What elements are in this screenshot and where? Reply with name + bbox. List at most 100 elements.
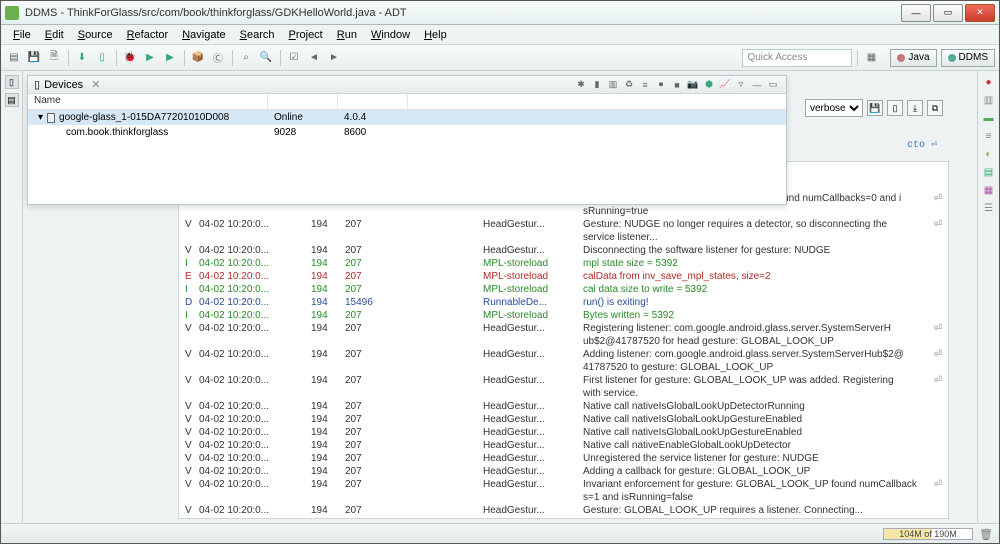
log-row[interactable]: V04-02 10:20:0...194207HeadGestur...Gest… [185,218,942,231]
log-row[interactable]: I04-02 10:20:0...194207MPL-storeloadByte… [185,309,942,322]
export-log-icon[interactable]: ⧉ [927,100,943,116]
perspective-java[interactable]: Java [890,49,936,67]
save-all-icon[interactable]: 🗎 [45,49,63,67]
minimize-button[interactable]: — [901,4,931,22]
log-row[interactable]: V04-02 10:20:0...194207HeadGestur...Gest… [185,504,942,517]
log-row[interactable]: 41787520 to gesture: GLOBAL_LOOK_UP [185,361,942,374]
clear-log-icon[interactable]: ▯ [887,100,903,116]
perspective-ddms[interactable]: DDMS [941,49,995,67]
search-icon[interactable]: 🔍 [257,49,275,67]
update-heap-icon[interactable]: ▮ [590,78,604,92]
col-state[interactable] [268,94,338,109]
log-row[interactable]: V04-02 10:20:0...194207HeadGestur...Inva… [185,478,942,491]
close-button[interactable]: ✕ [965,4,995,22]
devices-tab-close-icon[interactable]: ✕ [91,78,100,91]
menu-help[interactable]: Help [418,27,453,43]
trim-icon[interactable]: ≡ [982,129,996,143]
scroll-lock-icon[interactable]: ⤓ [907,100,923,116]
run-last-icon[interactable]: ▶ [161,49,179,67]
log-level-select[interactable]: verbose [805,99,863,117]
maximize-button[interactable]: ▭ [933,4,963,22]
log-tag: MPL-storeload [483,257,583,270]
log-row[interactable]: V04-02 10:20:0...194207HeadGestur...Conn… [185,517,942,519]
log-row[interactable]: V04-02 10:20:0...194207HeadGestur...Addi… [185,348,942,361]
view-menu-icon[interactable]: ▿ [734,78,748,92]
trim-icon[interactable]: ☰ [982,201,996,215]
log-msg: Native call nativeIsGlobalLookUpGestureE… [583,413,930,426]
log-msg: Gesture: NUDGE no longer requires a dete… [583,218,930,231]
heap-bar[interactable]: 104M of 190M [883,528,973,540]
log-wrap-icon [930,452,942,465]
device-row[interactable]: ▾google-glass_1-015DA77201010D008Online4… [28,110,786,125]
menu-window[interactable]: Window [365,27,416,43]
maximize-view-icon[interactable]: ▭ [766,78,780,92]
log-row[interactable]: V04-02 10:20:0...194207HeadGestur...Unre… [185,452,942,465]
log-row[interactable]: I04-02 10:20:0...194207MPL-storeloadmpl … [185,257,942,270]
menu-run[interactable]: Run [331,27,363,43]
save-log-icon[interactable]: 💾 [867,100,883,116]
toggle-icon[interactable]: ☑ [285,49,303,67]
menu-refactor[interactable]: Refactor [121,27,175,43]
log-row[interactable]: V04-02 10:20:0...194207HeadGestur...Nati… [185,413,942,426]
update-threads-icon[interactable]: ≡ [638,78,652,92]
menu-edit[interactable]: Edit [39,27,70,43]
save-icon[interactable]: 💾 [25,49,43,67]
new-class-icon[interactable]: Ⓒ [209,49,227,67]
new-package-icon[interactable]: 📦 [189,49,207,67]
trim-icon[interactable]: ▦ [982,183,996,197]
open-perspective-icon[interactable]: ▦ [862,49,880,67]
log-row[interactable]: sRunning=true [185,205,942,218]
col-version[interactable] [338,94,408,109]
trim-icon[interactable]: ▤ [982,165,996,179]
log-row[interactable]: V04-02 10:20:0...194207HeadGestur...Nati… [185,426,942,439]
quick-access-input[interactable]: Quick Access [742,49,852,67]
back-icon[interactable]: ◄ [305,49,323,67]
log-row[interactable]: s=1 and isRunning=false [185,491,942,504]
minimize-view-icon[interactable]: — [750,78,764,92]
log-row[interactable]: V04-02 10:20:0...194207HeadGestur...Nati… [185,400,942,413]
explorer-trim-icon[interactable]: ▤ [5,93,19,107]
devices-trim-icon[interactable]: ▯ [5,75,19,89]
log-row[interactable]: V04-02 10:20:0...194207HeadGestur...Nati… [185,439,942,452]
log-row[interactable]: V04-02 10:20:0...194207HeadGestur...Disc… [185,244,942,257]
menu-source[interactable]: Source [72,27,119,43]
log-row[interactable]: D04-02 10:20:0...19415496RunnableDe...ru… [185,296,942,309]
log-row[interactable]: E04-02 10:20:0...194207MPL-storeloadcalD… [185,270,942,283]
menu-search[interactable]: Search [234,27,281,43]
start-method-profiling-icon[interactable]: ⏺ [654,78,668,92]
screen-capture-icon[interactable]: 📷 [686,78,700,92]
log-row[interactable]: service listener... [185,231,942,244]
trim-icon[interactable]: ● [982,75,996,89]
new-icon[interactable]: ▤ [5,49,23,67]
debug-icon[interactable]: 🐞 [121,49,139,67]
log-row[interactable]: I04-02 10:20:0...194207MPL-storeloadcal … [185,283,942,296]
debug-process-icon[interactable]: ✱ [574,78,588,92]
device-row[interactable]: com.book.thinkforglass90288600 [28,125,786,140]
log-row[interactable]: ub$2@41787520 for head gesture: GLOBAL_L… [185,335,942,348]
dump-hprof-icon[interactable]: ▥ [606,78,620,92]
cause-gc-icon[interactable]: ♻ [622,78,636,92]
sdk-icon[interactable]: ⬇ [73,49,91,67]
logcat-view[interactable]: V04-02 10:20:0...194207SensorsALL DISABL… [178,161,949,519]
gc-icon[interactable]: 🗑 [979,528,991,540]
systrace-icon[interactable]: 📈 [718,78,732,92]
stop-process-icon[interactable]: ■ [670,78,684,92]
trim-icon[interactable]: ▥ [982,93,996,107]
forward-icon[interactable]: ► [325,49,343,67]
log-row[interactable]: V04-02 10:20:0...194207HeadGestur...Firs… [185,374,942,387]
trim-icon[interactable]: ◐ [982,147,996,161]
log-row[interactable]: with service. [185,387,942,400]
open-type-icon[interactable]: ⌕ [237,49,255,67]
expand-icon[interactable]: ▾ [38,112,43,123]
log-row[interactable]: V04-02 10:20:0...194207HeadGestur...Addi… [185,465,942,478]
devices-tab-label[interactable]: Devices [44,79,83,91]
log-row[interactable]: V04-02 10:20:0...194207HeadGestur...Regi… [185,322,942,335]
trim-icon[interactable]: ▬ [982,111,996,125]
menu-project[interactable]: Project [283,27,329,43]
dump-view-icon[interactable]: ⬢ [702,78,716,92]
col-name[interactable]: Name [28,94,268,109]
run-icon[interactable]: ▶ [141,49,159,67]
menu-navigate[interactable]: Navigate [176,27,231,43]
avd-icon[interactable]: ▯ [93,49,111,67]
menu-file[interactable]: File [7,27,37,43]
